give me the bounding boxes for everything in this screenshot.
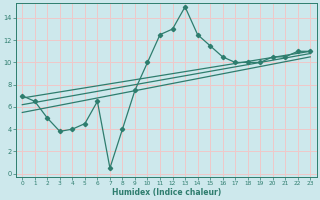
X-axis label: Humidex (Indice chaleur): Humidex (Indice chaleur)	[112, 188, 221, 197]
